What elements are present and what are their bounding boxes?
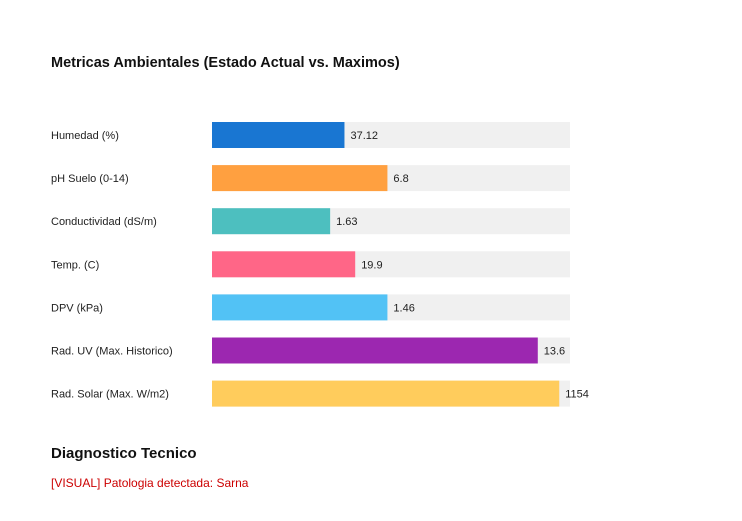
bar (212, 122, 345, 148)
bar (212, 294, 388, 321)
value-label: 6.8 (393, 173, 408, 185)
value-label: 37.12 (350, 130, 378, 142)
diagnostics-title: Diagnostico Tecnico (51, 445, 197, 462)
value-label: 19.9 (361, 259, 382, 271)
chart-title: Metricas Ambientales (Estado Actual vs. … (51, 55, 400, 71)
bar (212, 208, 331, 235)
category-label: Humedad (%) (51, 130, 119, 142)
category-label: pH Suelo (0-14) (51, 173, 129, 185)
category-label: Temp. (C) (51, 259, 99, 271)
value-label: 1.63 (336, 216, 357, 228)
category-label: Rad. Solar (Max. W/m2) (51, 389, 169, 401)
bar-chart: Humedad (%) 37.12 pH Suelo (0-14) 6.8 Conduc… (51, 122, 589, 407)
diagnostic-message: [VISUAL] Patologia detectada: Sarna (51, 476, 249, 490)
bar (212, 380, 560, 407)
value-label: 13.6 (544, 346, 565, 358)
category-label: Rad. UV (Max. Historico) (51, 346, 173, 358)
category-label: DPV (kPa) (51, 302, 103, 314)
bar (212, 251, 356, 278)
bar (212, 165, 388, 192)
value-label: 1154 (565, 389, 589, 401)
category-label: Conductividad (dS/m) (51, 216, 157, 228)
value-label: 1.46 (393, 302, 414, 314)
bar (212, 337, 538, 364)
